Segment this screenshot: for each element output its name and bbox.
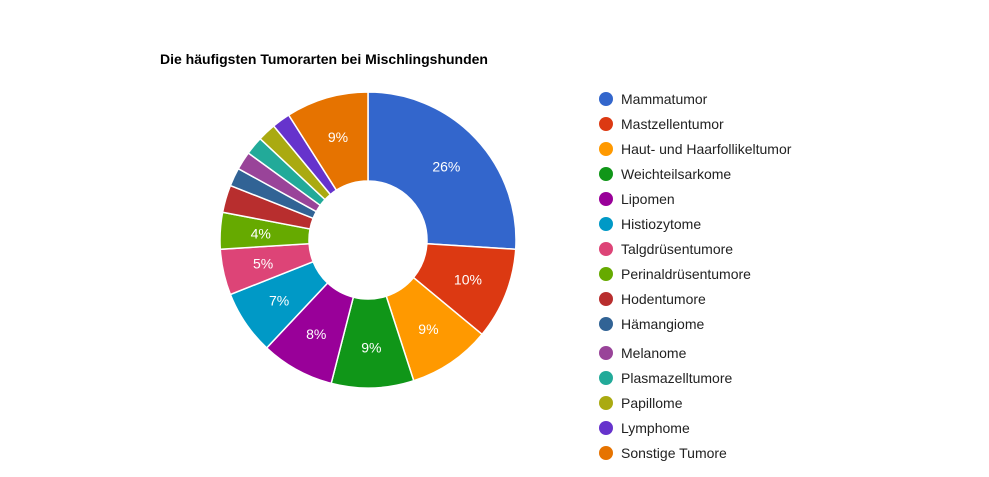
slice-data-label: 10% <box>454 272 482 288</box>
legend-marker <box>599 242 613 256</box>
legend-label[interactable]: Perinaldrüsentumore <box>621 266 751 282</box>
legend-label[interactable]: Mastzellentumor <box>621 116 724 132</box>
legend-label[interactable]: Sonstige Tumore <box>621 445 727 461</box>
slice-data-label: 9% <box>418 321 438 337</box>
legend-label[interactable]: Mammatumor <box>621 91 708 107</box>
legend-marker <box>599 167 613 181</box>
slice-data-label: 26% <box>432 158 460 174</box>
legend-label[interactable]: Papillome <box>621 395 683 411</box>
legend-marker <box>599 117 613 131</box>
slice-mammatumor[interactable] <box>367 91 517 251</box>
legend-label[interactable]: Histiozytome <box>621 216 701 232</box>
legend-label[interactable]: Plasmazelltumore <box>621 370 732 386</box>
legend-marker <box>599 346 613 360</box>
legend-label[interactable]: Hämangiome <box>621 316 704 332</box>
legend-marker <box>599 421 613 435</box>
slice-data-label: 5% <box>253 255 273 271</box>
legend-marker <box>599 446 613 460</box>
legend-marker <box>599 217 613 231</box>
slice-data-label: 8% <box>306 326 326 342</box>
slice-data-label: 9% <box>328 129 348 145</box>
legend-label[interactable]: Lipomen <box>621 191 675 207</box>
legend-marker <box>599 317 613 331</box>
legend-marker <box>599 142 613 156</box>
legend-marker <box>599 292 613 306</box>
legend-marker <box>599 267 613 281</box>
legend-label[interactable]: Hodentumore <box>621 291 706 307</box>
legend-marker <box>599 396 613 410</box>
legend-marker <box>599 371 613 385</box>
legend-label[interactable]: Haut- und Haarfollikeltumor <box>621 141 792 157</box>
chart-title: Die häufigsten Tumorarten bei Mischlings… <box>160 51 488 67</box>
slice-data-label: 7% <box>269 292 289 308</box>
legend-label[interactable]: Melanome <box>621 345 687 361</box>
legend-label[interactable]: Lymphome <box>621 420 690 436</box>
slice-data-label: 9% <box>361 339 381 355</box>
slice-data-label: 4% <box>251 225 271 241</box>
legend-marker <box>599 192 613 206</box>
legend-label[interactable]: Weichteilsarkome <box>621 166 731 182</box>
legend-label[interactable]: Talgdrüsentumore <box>621 241 733 257</box>
legend-marker <box>599 92 613 106</box>
slice-sonstige-tumore[interactable] <box>287 91 369 192</box>
